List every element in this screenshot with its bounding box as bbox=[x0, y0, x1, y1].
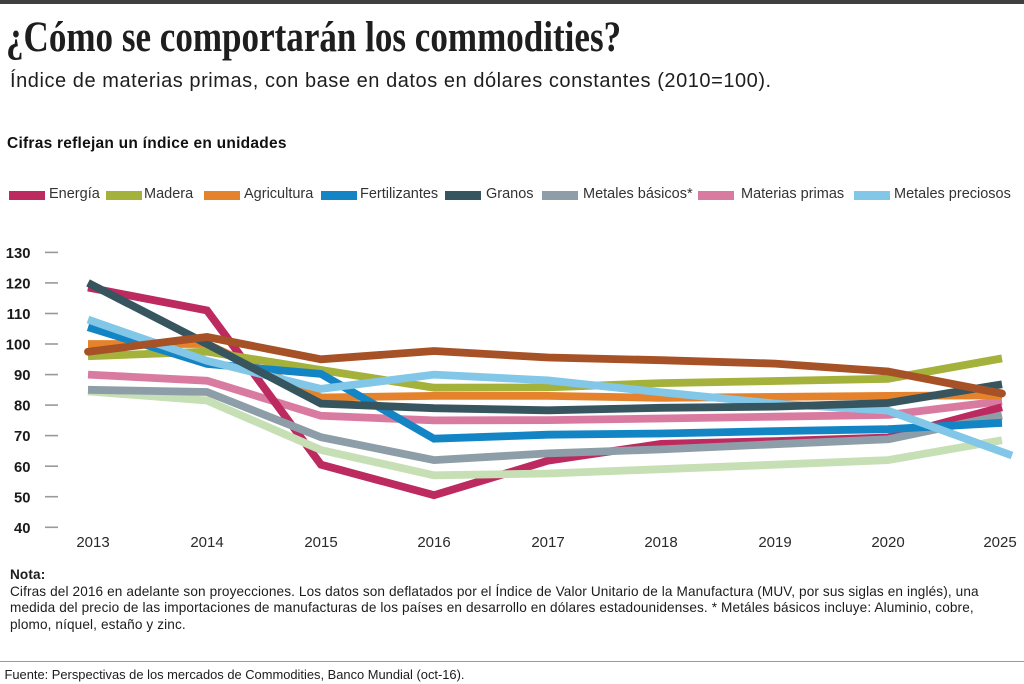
svg-text:2025: 2025 bbox=[983, 534, 1016, 551]
svg-text:2018: 2018 bbox=[644, 534, 677, 551]
svg-text:80: 80 bbox=[14, 399, 30, 415]
svg-text:130: 130 bbox=[6, 246, 31, 262]
svg-text:2019: 2019 bbox=[758, 534, 791, 551]
svg-text:40: 40 bbox=[14, 521, 30, 537]
svg-text:50: 50 bbox=[14, 490, 30, 506]
svg-text:2017: 2017 bbox=[531, 534, 564, 551]
svg-text:2014: 2014 bbox=[190, 534, 223, 551]
svg-text:2013: 2013 bbox=[76, 534, 109, 551]
svg-text:110: 110 bbox=[7, 307, 31, 323]
svg-text:2016: 2016 bbox=[417, 534, 450, 551]
svg-text:2015: 2015 bbox=[304, 534, 337, 551]
svg-text:90: 90 bbox=[14, 368, 30, 384]
svg-text:100: 100 bbox=[6, 338, 31, 354]
svg-text:120: 120 bbox=[6, 277, 31, 293]
svg-text:70: 70 bbox=[14, 429, 30, 445]
svg-text:2020: 2020 bbox=[871, 534, 904, 551]
svg-text:60: 60 bbox=[14, 460, 30, 476]
